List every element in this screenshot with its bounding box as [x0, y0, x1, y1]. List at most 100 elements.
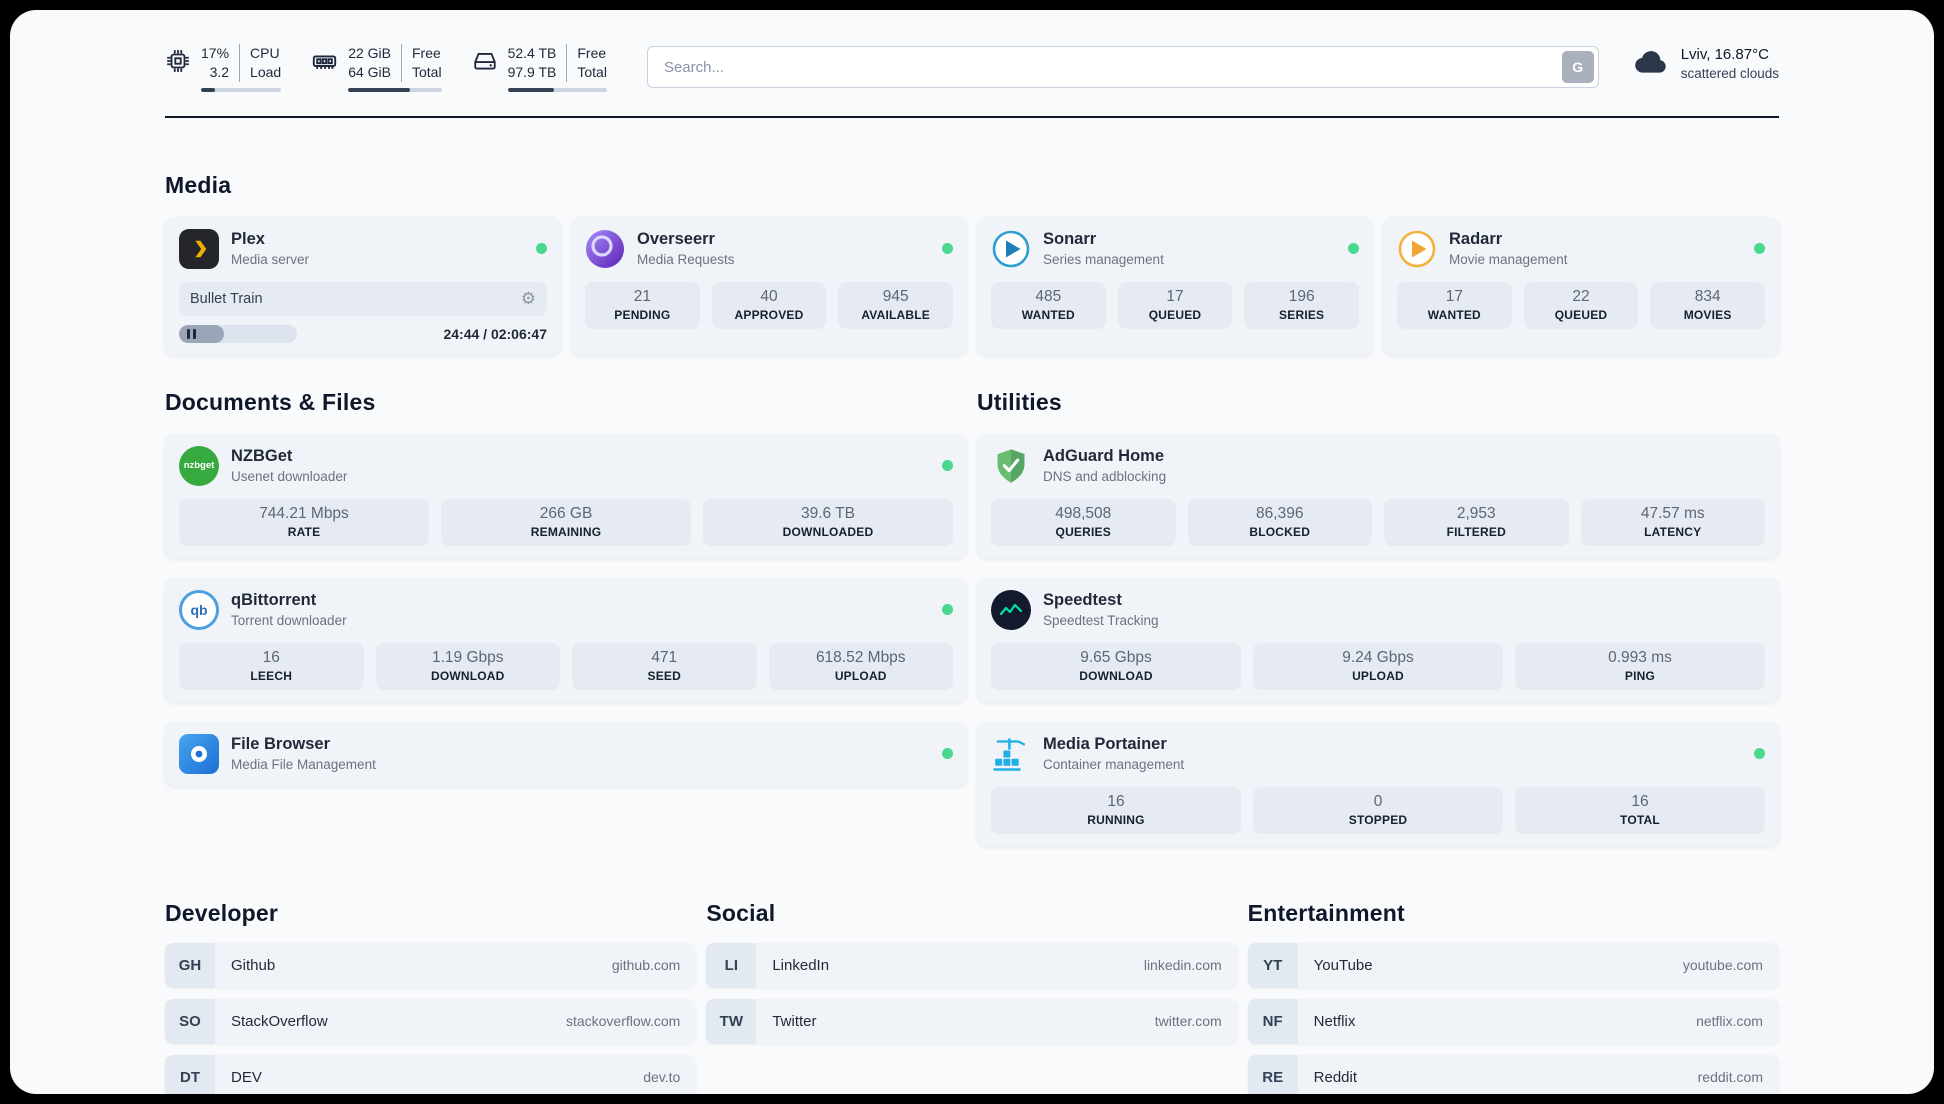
app-subtitle: Speedtest Tracking: [1043, 613, 1159, 629]
app-name: AdGuard Home: [1043, 447, 1165, 466]
link-name: Twitter: [772, 1012, 817, 1030]
link-dev[interactable]: DT DEV dev.to: [165, 1054, 697, 1094]
section-documents: Documents & Files nzbget NZBGet Usenet d…: [165, 389, 967, 786]
link-reddit[interactable]: RE Reddit reddit.com: [1247, 1054, 1779, 1094]
link-stackoverflow[interactable]: SO StackOverflow stackoverflow.com: [165, 998, 697, 1044]
dashboard-page: 17% 3.2 CPU Load: [10, 10, 1934, 1094]
gear-icon[interactable]: ⚙: [520, 289, 536, 309]
memory-monitor: 22 GiB 64 GiB Free Total: [311, 44, 442, 92]
social-section-title: Social: [706, 899, 776, 926]
entertainment-section-title: Entertainment: [1247, 899, 1405, 926]
cpu-percent: 17%: [201, 45, 230, 61]
search-input[interactable]: [646, 46, 1599, 88]
now-playing-bar: Bullet Train ⚙: [179, 281, 547, 316]
app-name: Sonarr: [1043, 230, 1097, 249]
qbittorrent-icon: qb: [179, 589, 219, 630]
stat-upload: 618.52 Mbps UPLOAD: [768, 642, 953, 690]
adguard-icon: [991, 446, 1031, 486]
link-name: Reddit: [1313, 1068, 1358, 1086]
stat-wanted: 485 WANTED: [991, 281, 1106, 329]
app-card-overseerr[interactable]: Overseerr Media Requests 21 PENDING 40 A…: [571, 216, 967, 355]
search-provider-button[interactable]: G: [1561, 51, 1594, 83]
weather-text: Lviv, 16.87°C scattered clouds: [1681, 46, 1779, 81]
disk-progress-fill: [507, 87, 555, 92]
cpu-progress-track: [201, 87, 282, 92]
nzbget-icon: nzbget: [179, 445, 219, 486]
link-github[interactable]: GH Github github.com: [165, 942, 697, 988]
section-utilities: Utilities AdGuard Home: [977, 389, 1779, 846]
app-card-plex[interactable]: Plex Media server Bullet Train ⚙ 24:44 /…: [165, 216, 561, 355]
section-social: Social LI LinkedIn linkedin.com TW Twitt…: [706, 899, 1238, 1044]
memory-monitor-body: 22 GiB 64 GiB Free Total: [348, 44, 442, 92]
stat-queries: 498,508 QUERIES: [991, 498, 1176, 546]
app-card-filebrowser[interactable]: File Browser Media File Management: [165, 721, 967, 786]
status-dot: [942, 243, 953, 255]
link-twitter[interactable]: TW Twitter twitter.com: [706, 998, 1238, 1044]
stat-queued: 22 QUEUED: [1523, 281, 1639, 329]
disk-total-value: 97.9 TB: [507, 63, 557, 80]
status-dot: [942, 604, 953, 616]
cpu-load-value: 3.2: [209, 63, 230, 80]
radarr-icon: [1397, 229, 1437, 269]
link-name: DEV: [231, 1068, 262, 1086]
app-subtitle: Container management: [1043, 757, 1185, 773]
disk-free-value: 52.4 TB: [507, 45, 557, 61]
link-name: Netflix: [1313, 1012, 1356, 1030]
stat-remaining: 266 GB REMAINING: [441, 498, 691, 546]
app-subtitle: Media File Management: [231, 757, 376, 773]
weather-location: Lviv, 16.87°C: [1680, 46, 1769, 63]
developer-section-title: Developer: [165, 899, 279, 926]
stat-filtered: 2,953 FILTERED: [1384, 498, 1569, 546]
app-card-radarr[interactable]: Radarr Movie management 17 WANTED 22 QUE…: [1383, 216, 1779, 355]
disk-free-label: Free: [577, 45, 607, 61]
pause-icon[interactable]: [187, 328, 196, 339]
weather-condition: scattered clouds: [1680, 66, 1779, 81]
player-controls: 24:44 / 02:06:47: [179, 324, 547, 343]
link-abbr: YT: [1247, 942, 1298, 988]
cpu-progress-fill: [201, 87, 215, 92]
app-card-nzbget[interactable]: nzbget NZBGet Usenet downloader 744.21 M…: [165, 433, 967, 558]
stat-stopped: 0 STOPPED: [1253, 786, 1503, 834]
app-subtitle: DNS and adblocking: [1043, 469, 1167, 485]
cloud-icon: [1633, 48, 1671, 80]
link-abbr: DT: [165, 1054, 215, 1094]
topbar: 17% 3.2 CPU Load: [165, 10, 1779, 92]
speedtest-icon: [991, 589, 1031, 630]
overseerr-icon: [585, 229, 625, 269]
section-media: Media Plex Media server Bullet Train ⚙: [165, 172, 1779, 355]
link-abbr: SO: [165, 998, 215, 1044]
stat-running: 16 RUNNING: [991, 786, 1241, 834]
link-name: Github: [231, 956, 276, 974]
disk-monitor-body: 52.4 TB 97.9 TB Free Total: [507, 44, 607, 92]
app-subtitle: Media Requests: [637, 252, 735, 268]
link-linkedin[interactable]: LI LinkedIn linkedin.com: [706, 942, 1238, 988]
stat-download: 9.65 Gbps DOWNLOAD: [991, 642, 1241, 690]
dashboard-content: 17% 3.2 CPU Load: [165, 10, 1779, 1094]
cpu-icon: [165, 48, 191, 74]
link-url: stackoverflow.com: [565, 1013, 681, 1030]
link-netflix[interactable]: NF Netflix netflix.com: [1247, 998, 1779, 1044]
search-bar: G: [646, 46, 1599, 88]
status-dot: [942, 460, 953, 472]
app-subtitle: Usenet downloader: [231, 469, 348, 485]
link-youtube[interactable]: YT YouTube youtube.com: [1247, 942, 1779, 988]
cpu-load-label: Load: [250, 63, 282, 80]
memory-progress-fill: [348, 87, 410, 92]
app-card-adguard[interactable]: AdGuard Home DNS and adblocking 498,508 …: [977, 433, 1779, 558]
link-url: youtube.com: [1682, 957, 1763, 974]
disk-total-label: Total: [577, 63, 607, 80]
link-abbr: TW: [706, 998, 757, 1044]
link-abbr: GH: [165, 942, 215, 988]
cpu-label: CPU: [250, 45, 280, 61]
app-card-portainer[interactable]: Media Portainer Container management 16 …: [977, 721, 1779, 846]
seek-bar[interactable]: [179, 324, 297, 343]
link-url: netflix.com: [1696, 1013, 1763, 1030]
link-name: YouTube: [1313, 956, 1373, 974]
app-card-speedtest[interactable]: Speedtest Speedtest Tracking 9.65 Gbps D…: [977, 577, 1779, 702]
stat-download: 1.19 Gbps DOWNLOAD: [375, 642, 560, 690]
app-card-sonarr[interactable]: Sonarr Series management 485 WANTED 17 Q…: [977, 216, 1373, 355]
stat-ping: 0.993 ms PING: [1515, 642, 1765, 690]
cpu-monitor: 17% 3.2 CPU Load: [165, 44, 282, 92]
link-url: reddit.com: [1697, 1069, 1763, 1086]
app-card-qbittorrent[interactable]: qb qBittorrent Torrent downloader 16 LEE…: [165, 577, 967, 702]
